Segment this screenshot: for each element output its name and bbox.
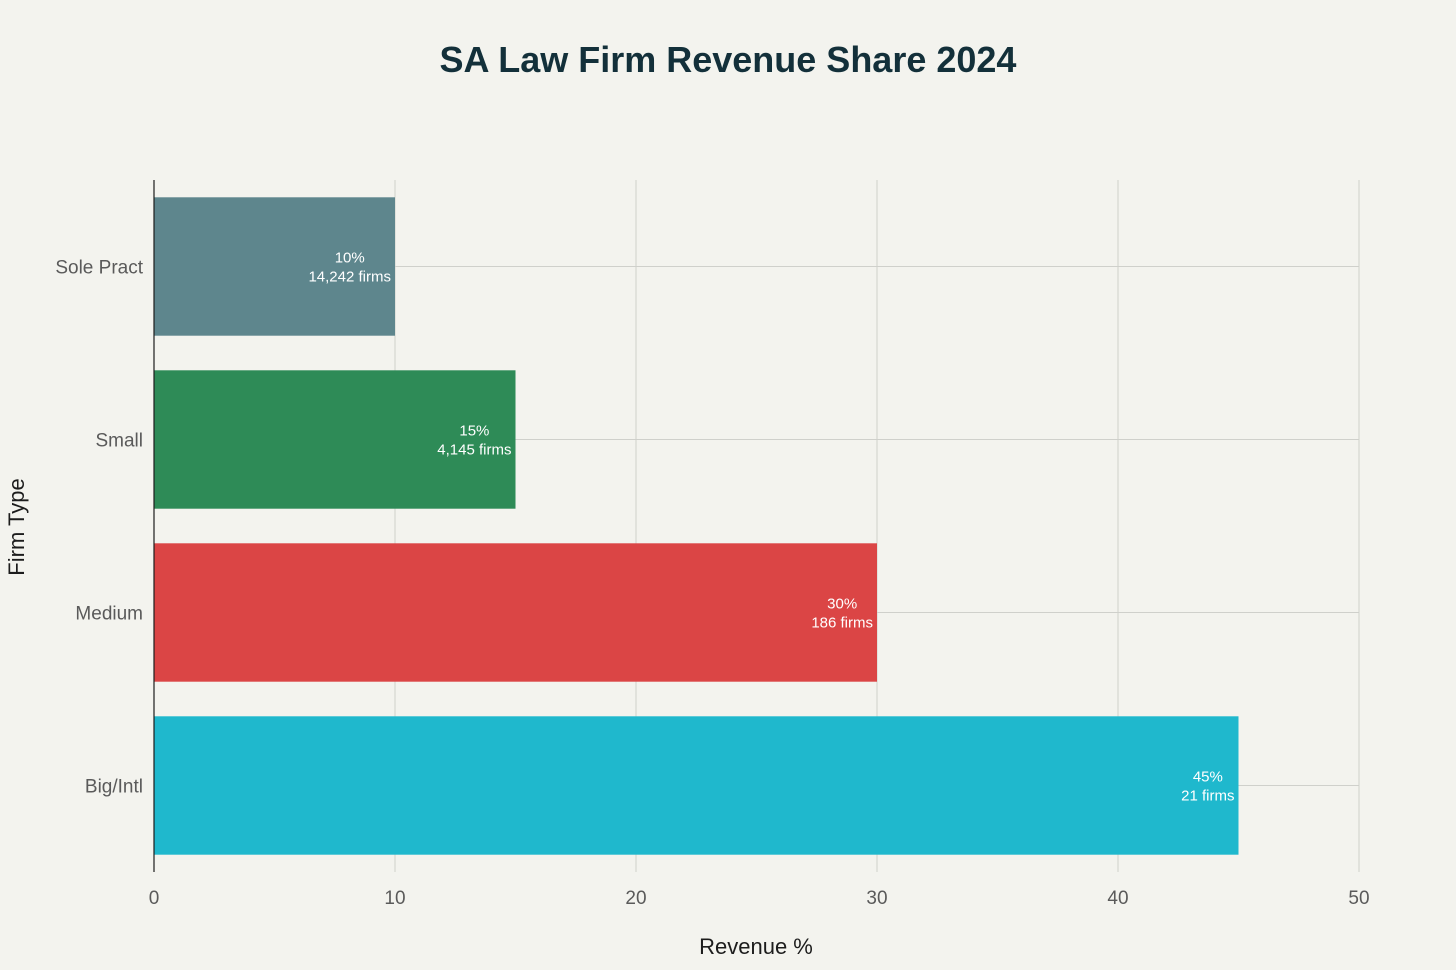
data-label-percent: 10%: [335, 250, 365, 267]
y-axis-title: Firm Type: [4, 478, 29, 575]
x-tick-label: 50: [1348, 888, 1369, 909]
x-tick-label: 10: [384, 888, 405, 909]
data-label-firms: 4,145 firms: [437, 442, 511, 459]
x-tick-label: 40: [1107, 888, 1128, 909]
x-tick-label: 20: [625, 888, 646, 909]
bar: [154, 716, 1239, 855]
x-tick-label: 0: [149, 888, 160, 909]
data-label-percent: 45%: [1193, 769, 1223, 786]
bar: [154, 370, 516, 509]
data-label: 15% 4,145 firms: [437, 423, 511, 459]
y-tick-label: Small: [95, 431, 143, 452]
data-label-percent: 15%: [459, 423, 489, 440]
data-label-firms: 14,242 firms: [308, 269, 391, 286]
y-tick-label: Big/Intl: [85, 777, 143, 798]
data-labels: 10% 14,242 firms 15% 4,145 firms 30% 186 firm…: [308, 250, 1234, 805]
bars: [154, 197, 1239, 855]
x-tick-label: 30: [866, 888, 887, 909]
data-label: 45% 21 firms: [1181, 769, 1234, 805]
y-tick-label: Medium: [75, 604, 143, 625]
axes: 0 10 20 30 40 50 Sole Pract Small Medium Big/Intl: [55, 180, 1370, 909]
data-label-firms: 186 firms: [811, 615, 873, 632]
data-label-percent: 30%: [827, 596, 857, 613]
data-label-firms: 21 firms: [1181, 788, 1234, 805]
data-label: 10% 14,242 firms: [308, 250, 391, 286]
data-label: 30% 186 firms: [811, 596, 873, 632]
y-tick-label: Sole Pract: [55, 258, 143, 279]
bar: [154, 543, 877, 682]
chart-title: SA Law Firm Revenue Share 2024: [440, 39, 1017, 80]
x-axis-title: Revenue %: [699, 934, 813, 959]
bar: [154, 197, 395, 336]
